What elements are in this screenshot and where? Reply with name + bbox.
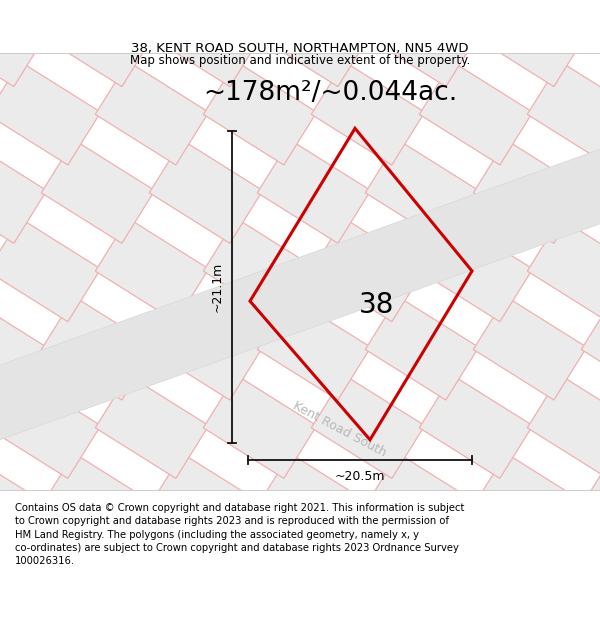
- Polygon shape: [581, 453, 600, 557]
- Polygon shape: [581, 0, 600, 87]
- Polygon shape: [311, 218, 425, 322]
- Polygon shape: [0, 140, 47, 243]
- Polygon shape: [581, 140, 600, 243]
- Polygon shape: [365, 140, 479, 243]
- Polygon shape: [0, 0, 47, 87]
- Polygon shape: [257, 140, 371, 243]
- Polygon shape: [419, 62, 533, 165]
- Polygon shape: [419, 375, 533, 478]
- Polygon shape: [419, 218, 533, 322]
- Text: 38: 38: [359, 291, 394, 319]
- Text: ~20.5m: ~20.5m: [335, 470, 385, 483]
- Polygon shape: [95, 375, 209, 478]
- Polygon shape: [0, 453, 47, 557]
- Polygon shape: [0, 136, 600, 442]
- Polygon shape: [0, 375, 101, 478]
- Polygon shape: [203, 375, 317, 478]
- Polygon shape: [41, 297, 155, 400]
- Polygon shape: [95, 62, 209, 165]
- Polygon shape: [581, 297, 600, 400]
- Polygon shape: [41, 453, 155, 557]
- Polygon shape: [311, 375, 425, 478]
- Text: 38, KENT ROAD SOUTH, NORTHAMPTON, NN5 4WD: 38, KENT ROAD SOUTH, NORTHAMPTON, NN5 4W…: [131, 42, 469, 55]
- Polygon shape: [0, 218, 101, 322]
- Polygon shape: [527, 62, 600, 165]
- Polygon shape: [311, 532, 425, 625]
- Text: Contains OS data © Crown copyright and database right 2021. This information is : Contains OS data © Crown copyright and d…: [15, 503, 464, 566]
- Polygon shape: [365, 0, 479, 87]
- Polygon shape: [41, 140, 155, 243]
- Polygon shape: [41, 0, 155, 87]
- Polygon shape: [473, 453, 587, 557]
- Text: ~178m²/~0.044ac.: ~178m²/~0.044ac.: [203, 80, 457, 106]
- Text: Map shows position and indicative extent of the property.: Map shows position and indicative extent…: [130, 54, 470, 67]
- Polygon shape: [257, 453, 371, 557]
- Polygon shape: [473, 0, 587, 87]
- Polygon shape: [149, 0, 263, 87]
- Polygon shape: [149, 453, 263, 557]
- Polygon shape: [203, 532, 317, 625]
- Polygon shape: [365, 297, 479, 400]
- Polygon shape: [203, 218, 317, 322]
- Polygon shape: [365, 453, 479, 557]
- Polygon shape: [149, 297, 263, 400]
- Polygon shape: [473, 140, 587, 243]
- Polygon shape: [203, 62, 317, 165]
- Text: Kent Road South: Kent Road South: [291, 399, 389, 460]
- Polygon shape: [419, 532, 533, 625]
- Polygon shape: [257, 0, 371, 87]
- Polygon shape: [257, 297, 371, 400]
- Text: ~21.1m: ~21.1m: [211, 262, 224, 312]
- Polygon shape: [311, 62, 425, 165]
- Polygon shape: [527, 218, 600, 322]
- Polygon shape: [0, 62, 101, 165]
- Polygon shape: [473, 297, 587, 400]
- Polygon shape: [95, 218, 209, 322]
- Polygon shape: [149, 140, 263, 243]
- Polygon shape: [0, 532, 101, 625]
- Polygon shape: [527, 532, 600, 625]
- Polygon shape: [95, 532, 209, 625]
- Polygon shape: [527, 375, 600, 478]
- Polygon shape: [0, 297, 47, 400]
